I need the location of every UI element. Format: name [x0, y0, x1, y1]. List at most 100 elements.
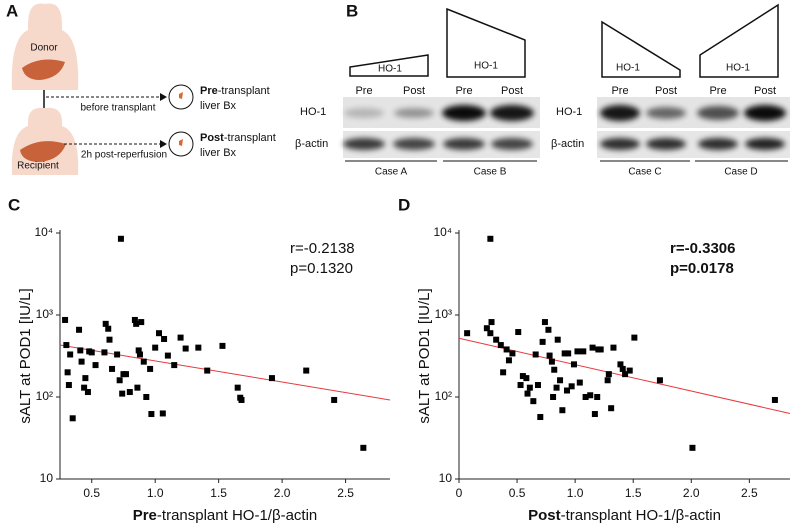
point [517, 382, 524, 389]
biopsy-icon [179, 139, 183, 146]
point [505, 357, 512, 364]
point [487, 330, 494, 337]
point [532, 351, 539, 358]
point [101, 349, 108, 356]
x-tick-label: 1.5 [210, 486, 227, 500]
x-axis-label-bold: Post [528, 507, 561, 524]
point [534, 382, 541, 389]
point [622, 371, 629, 378]
lane-label: Pre [709, 85, 726, 97]
point [545, 326, 552, 333]
y-tick-label: 10³ [36, 307, 53, 321]
point [84, 389, 91, 396]
point [530, 398, 537, 405]
y-axis-label: sALT at POD1 [IU/L] [416, 288, 433, 423]
point [519, 373, 526, 380]
wedge-label: HO-1 [474, 61, 498, 72]
panel-label: A [6, 1, 18, 20]
point [546, 352, 553, 359]
x-tick-label: 2.0 [683, 486, 700, 500]
biopsy-icon [179, 92, 183, 99]
point [65, 382, 72, 389]
annotation: r=-0.3306 [670, 240, 735, 257]
wedge-label: HO-1 [378, 64, 402, 75]
point [574, 348, 581, 355]
y-tick-label: 10 [439, 471, 453, 485]
recipient-label: Recipient [17, 161, 59, 172]
point [523, 375, 530, 382]
wedge [446, 7, 526, 78]
point [559, 407, 566, 414]
lane-label: Post [754, 85, 776, 97]
point [493, 336, 500, 343]
arrow-label: 2h post-reperfusion [81, 150, 167, 161]
wedge [601, 20, 681, 78]
point [483, 325, 490, 332]
x-tick-label: 2.5 [741, 486, 758, 500]
donor-figure [11, 3, 79, 91]
donor-label: Donor [30, 43, 58, 54]
point [553, 384, 560, 391]
point [597, 346, 604, 353]
point [88, 349, 95, 356]
x-tick-label: 0.5 [509, 486, 526, 500]
lane-label: Pre [355, 85, 372, 97]
point [464, 330, 471, 337]
point [67, 351, 74, 358]
point [537, 414, 544, 421]
wedge [349, 54, 429, 77]
point [133, 320, 140, 327]
point [219, 342, 226, 349]
point [136, 351, 143, 358]
y-tick-label: 10² [435, 389, 452, 403]
biopsy-label: Post-transplant [200, 132, 276, 144]
point [503, 346, 510, 353]
point [570, 361, 577, 368]
point [82, 375, 89, 382]
biopsy-bold: Post [200, 132, 224, 144]
point [143, 394, 150, 400]
point [81, 384, 88, 391]
point [488, 319, 495, 326]
point [182, 345, 189, 352]
row-label: β-actin [295, 138, 328, 150]
annotation: r=-0.2138 [290, 240, 355, 257]
lane-label: Post [655, 85, 677, 97]
point [147, 365, 154, 372]
lane-label: Pre [455, 85, 472, 97]
point [105, 325, 112, 332]
x-tick-label: 2.5 [337, 486, 354, 500]
biopsy-bold: Pre [200, 85, 218, 97]
point [619, 365, 626, 372]
point [131, 316, 138, 323]
case-label: Case C [628, 167, 661, 178]
point [500, 369, 507, 376]
point [117, 235, 124, 242]
point [689, 444, 696, 451]
point [576, 379, 583, 386]
x-axis-label: Pre-transplant HO-1/β-actin [133, 507, 318, 524]
point [605, 371, 612, 378]
point [63, 342, 70, 349]
point [360, 444, 367, 451]
point [656, 377, 663, 384]
point [610, 344, 617, 351]
point [116, 377, 123, 384]
row-label: HO-1 [300, 106, 326, 118]
x-tick-label: 0 [456, 486, 463, 500]
x-tick-label: 2.0 [274, 486, 291, 500]
point [152, 344, 159, 351]
point [114, 351, 121, 358]
point [76, 326, 83, 333]
panel-label: D [398, 195, 410, 214]
wedge-label: HO-1 [616, 63, 640, 74]
point [195, 344, 202, 351]
biopsy-rest: -transplant [224, 132, 276, 144]
annotation: p=0.1320 [290, 260, 353, 277]
case-label: Case A [375, 167, 408, 178]
biopsy-label: Pre-transplant [200, 85, 270, 97]
y-tick-label: 10² [36, 389, 53, 403]
point [580, 348, 587, 355]
point [608, 405, 615, 412]
y-tick-label: 10³ [435, 307, 452, 321]
